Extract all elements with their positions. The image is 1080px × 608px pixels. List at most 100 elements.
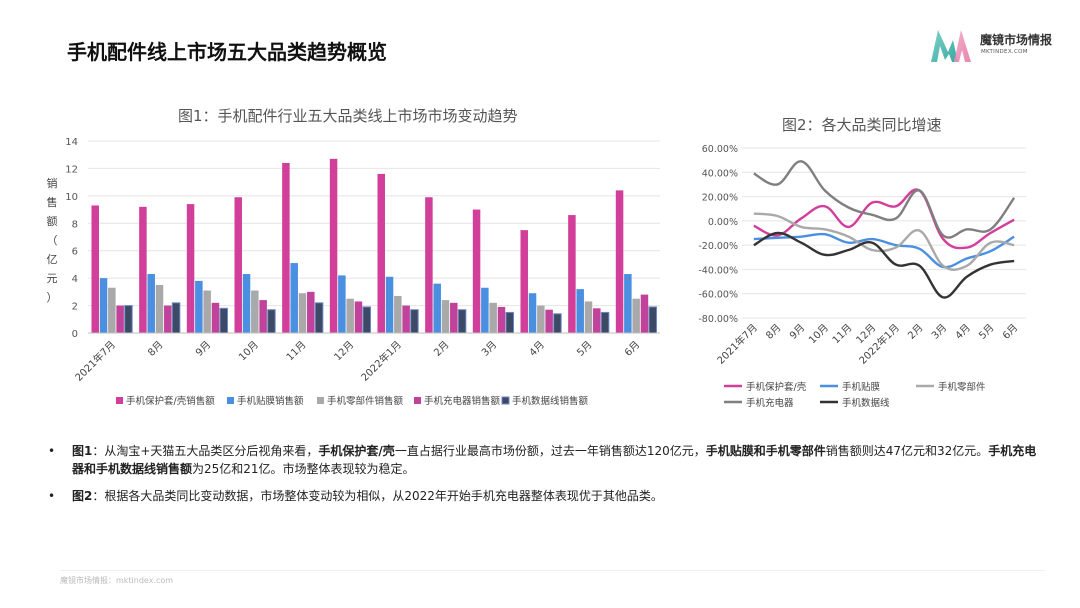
chart1-bar <box>394 295 402 333</box>
chart1-bar <box>298 293 307 333</box>
chart1-bar <box>282 162 290 333</box>
chart2-series-line <box>753 231 1015 299</box>
chart1-y-tick-label: 8 <box>72 219 78 230</box>
chart2-series-line <box>753 212 1015 271</box>
chart2-x-tick-label: 4月 <box>953 322 973 342</box>
chart1-bar <box>624 274 632 333</box>
footer-text: 魔镜市场情报：mktindex.com <box>60 576 174 585</box>
chart1-y-tick-label: 10 <box>65 192 78 203</box>
note-label: 图1 <box>72 444 93 458</box>
chart1-x-tick-label: 12月 <box>332 339 357 364</box>
note-1: • 图1：从淘宝+天猫五大品类区分后视角来看，手机保护套/壳一直占据行业最高市场… <box>48 442 1038 478</box>
chart2-legend-label: 手机保护套/壳 <box>746 381 807 393</box>
chart1-bar <box>211 302 220 333</box>
chart1-bar <box>329 158 338 333</box>
chart1-bar <box>576 289 584 333</box>
chart1-bar <box>545 309 553 333</box>
bullet-icon: • <box>48 444 56 458</box>
chart1-x-tick-label: 9月 <box>193 339 213 359</box>
chart1-legend-label: 手机保护套/壳销售额 <box>126 395 215 407</box>
chart2-title: 图2：各大品类同比增速 <box>782 116 942 134</box>
note-2: • 图2：根据各大品类同比变动数据，市场整体变动较为相似，从2022年开始手机充… <box>48 487 1038 505</box>
chart1-bar <box>171 302 181 334</box>
chart1-x-tick-label: 3月 <box>479 339 499 359</box>
chart1-bar <box>385 276 394 333</box>
notes-section: • 图1：从淘宝+天猫五大品类区分后视角来看，手机保护套/壳一直占据行业最高市场… <box>48 442 1038 514</box>
chart1-y-tick-label: 4 <box>72 274 78 285</box>
chart1-y-tick-label: 6 <box>72 247 78 258</box>
chart2-y-tick-label: -20.00% <box>698 241 738 252</box>
chart1-y-tick-label: 0 <box>72 329 78 340</box>
note-emphasis: 手机充电器和手机数据线销售额 <box>72 444 1037 476</box>
chart1-bar <box>259 300 267 333</box>
chart2-series-line <box>753 188 1015 250</box>
chart2-y-tick-label: 40.00% <box>702 168 738 179</box>
chart1-bar <box>219 307 229 334</box>
note-2-text: 图2：根据各大品类同比变动数据，市场整体变动较为相似，从2022年开始手机充电器… <box>72 489 663 503</box>
brand-name: 魔镜市场情报 <box>980 33 1053 47</box>
chart1-x-tick-label: 2022年1月 <box>358 338 404 384</box>
chart1-x-tick-label: 11月 <box>284 339 309 364</box>
chart1-bar <box>450 302 458 333</box>
chart2-legend-label: 手机数据线 <box>842 397 890 409</box>
chart2-legend-label: 手机充电器 <box>746 397 794 409</box>
chart1-bar <box>338 275 346 333</box>
chart1-bar <box>116 305 124 333</box>
chart1-bar <box>139 206 147 333</box>
chart1-bar <box>433 283 441 333</box>
chart1-bar <box>91 205 99 333</box>
bullet-icon: • <box>48 489 56 503</box>
chart1-bar-chart: 0 2 4 6 8 10 12 14 销售额（亿元） 2021年7月 8月 9月 10月 11月 12月 20… <box>47 137 660 407</box>
chart1-legend-swatch <box>227 397 234 404</box>
chart2-y-tick-label: -40.00% <box>698 265 738 276</box>
chart1-y-tick-label: 12 <box>65 164 78 175</box>
chart2-y-tick-label: 60.00% <box>702 144 738 155</box>
chart2-y-tick-label: -80.00% <box>698 314 738 325</box>
chart1-bar <box>615 190 624 333</box>
chart1-bar <box>584 301 593 333</box>
chart2-x-tick-label: 5月 <box>977 322 997 342</box>
chart1-bar <box>195 280 203 333</box>
chart1-bar <box>632 298 640 333</box>
chart1-bar <box>648 306 658 334</box>
chart1-bar <box>640 294 649 333</box>
chart2-x-tick-label: 11月 <box>830 322 855 347</box>
chart1-title: 图1：手机配件行业五大品类线上市场市场变动趋势 <box>178 107 518 125</box>
page-title: 手机配件线上市场五大品类趋势概览 <box>67 40 387 64</box>
chart2-legend-label: 手机贴膜 <box>842 381 881 393</box>
chart1-bar <box>186 204 195 333</box>
chart1-bar <box>242 274 251 333</box>
chart2-y-tick-label: -60.00% <box>698 290 738 301</box>
chart1-bar <box>457 309 467 334</box>
note-text-segment: 一直占据行业最高市场份额，过去一年销售额达120亿元， <box>394 444 706 458</box>
chart1-bar <box>600 311 610 334</box>
chart2-x-tick-label: 2月 <box>906 322 926 342</box>
note-label: 图2 <box>72 489 93 503</box>
chart1-bar <box>553 313 562 334</box>
chart1-bar <box>472 209 481 333</box>
chart1-bar <box>99 278 108 333</box>
chart1-bar <box>410 309 419 334</box>
chart1-legend-label: 手机充电器销售额 <box>424 395 501 407</box>
chart1-bar <box>155 285 164 333</box>
chart2-series-line <box>753 160 1016 239</box>
chart1-x-tick-label: 6月 <box>622 339 642 359</box>
chart1-bar <box>537 305 545 333</box>
note-emphasis: 手机贴膜和手机零部件 <box>705 444 826 458</box>
chart1-bar <box>314 302 324 334</box>
chart1-x-tick-label: 8月 <box>146 339 166 359</box>
chart1-x-tick-label: 4月 <box>527 339 547 359</box>
chart2-series-line <box>753 232 1015 269</box>
note-text-segment: 为25亿和21亿。市场整体表现较为稳定。 <box>192 462 415 476</box>
chart2-x-tick-label: 3月 <box>929 322 949 342</box>
chart2-line-chart: 60.00% 40.00% 20.00% 0.00% -20.00% -40.00% -60… <box>698 144 1026 409</box>
chart1-bar <box>425 197 433 333</box>
chart2-x-tick-label: 8月 <box>764 322 784 342</box>
chart1-bar <box>497 306 506 333</box>
chart2-x-tick-label: 2021年7月 <box>714 321 760 367</box>
chart2-x-tick-label: 9月 <box>787 322 807 342</box>
chart1-bar <box>251 290 259 333</box>
chart1-bar <box>528 293 537 333</box>
chart1-y-tick-label: 2 <box>72 302 78 313</box>
chart1-bar <box>290 263 298 333</box>
